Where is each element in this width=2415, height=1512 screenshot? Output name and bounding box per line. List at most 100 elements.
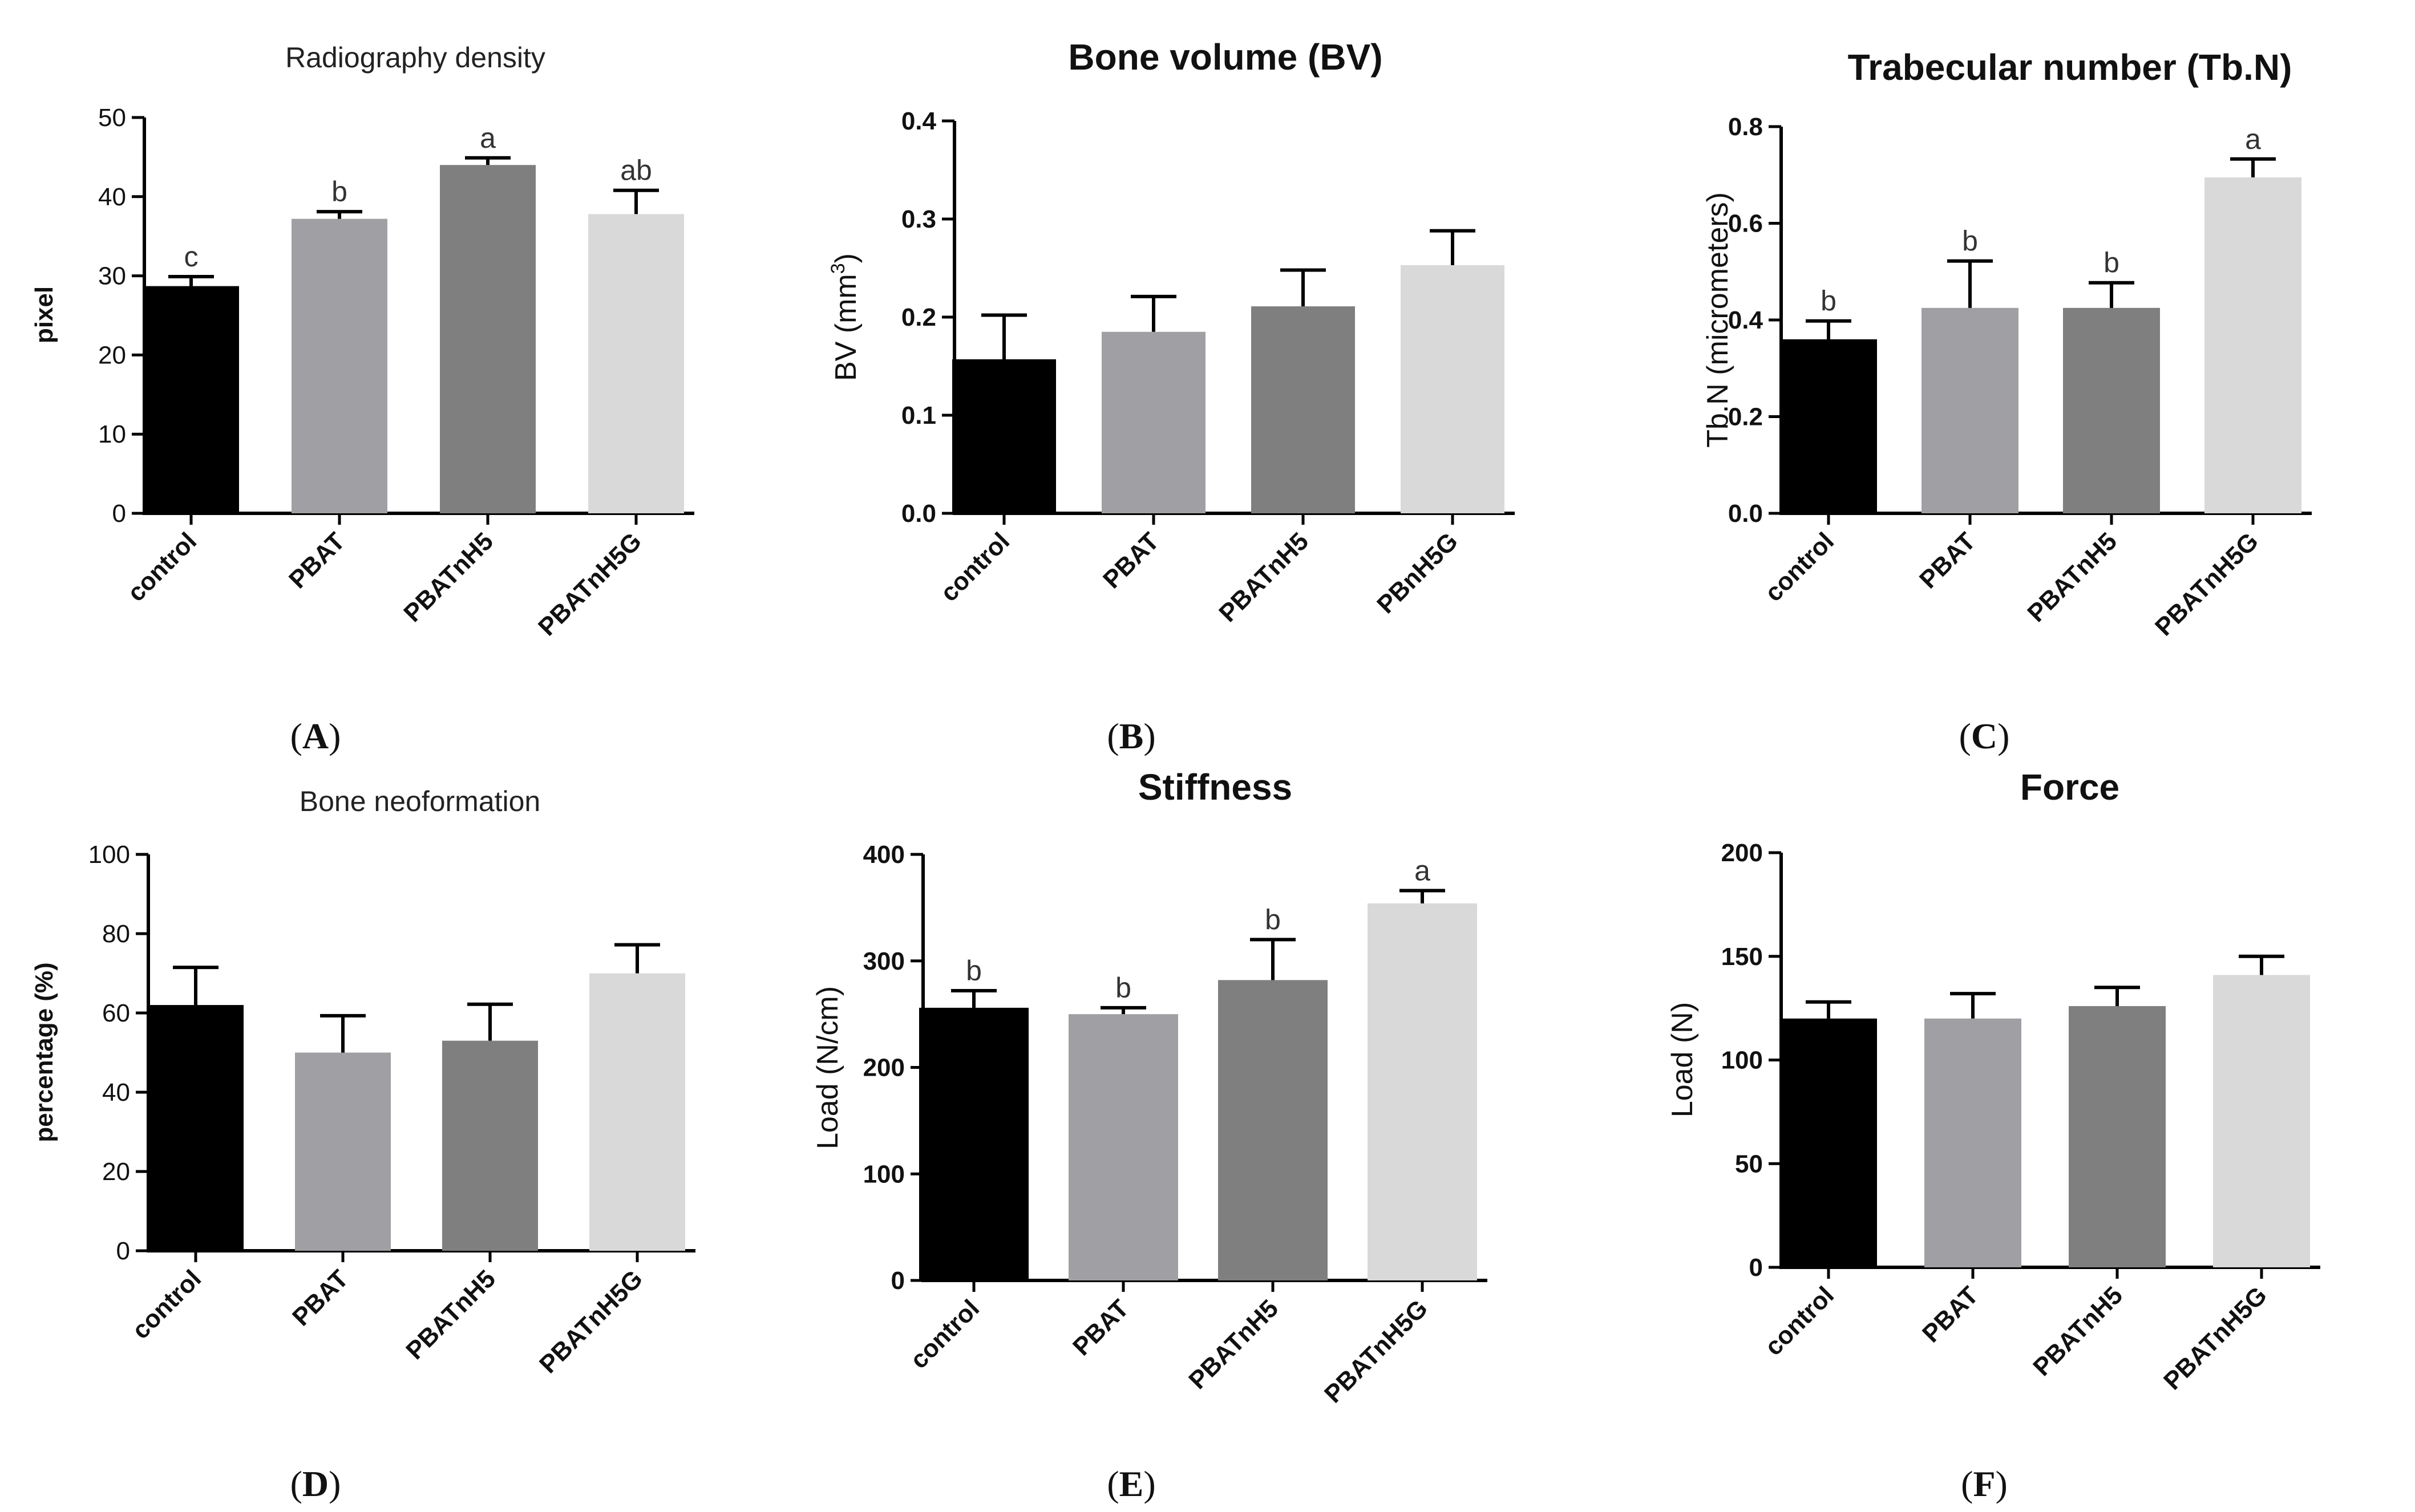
panel-label-close: ) [1997,716,2009,756]
panel-label: (A) [290,716,341,756]
y-tick-label: 20 [98,341,126,369]
bar-pbatnh5g [588,214,684,513]
y-tick-label: 0.4 [1728,306,1763,334]
y-axis-label: pixel [30,286,58,343]
y-tick-label: 30 [98,262,126,290]
panel-label-close: ) [329,1464,341,1504]
panel-label-close: ) [1143,716,1155,756]
chart-title: Stiffness [1138,767,1292,808]
y-tick-label: 0.1 [901,402,936,429]
y-tick-label: 0 [116,1237,130,1265]
panel-label: (E) [1107,1464,1155,1504]
bar-control [1780,339,1877,513]
panel-label-letter: F [1973,1464,1995,1504]
bar-control [919,1007,1029,1280]
panel-label-open: ( [1107,716,1119,756]
y-axis-label: percentage (%) [30,962,58,1142]
y-tick-label: 40 [102,1079,130,1106]
y-tick-label: 300 [863,947,905,975]
y-tick-label: 200 [863,1054,905,1082]
panel-label-letter: A [302,716,329,756]
bar-pbatnh5 [2063,307,2160,513]
y-tick-label: 200 [1721,839,1763,867]
y-axis-label: Load (N/cm) [811,986,844,1149]
bar-pbatnh5g [2204,177,2301,513]
panel-label-letter: E [1119,1464,1144,1504]
bar-pbatnh5g [589,973,685,1251]
panel-label: (C) [1959,716,2010,756]
significance-letter: b [1115,972,1131,1004]
panel-label: (F) [1961,1464,2008,1504]
panel-label-open: ( [1107,1464,1119,1504]
panel-label-close: ) [1996,1464,2008,1504]
y-axis-label-superscript: 3 [827,263,849,274]
chart-title: Force [2020,767,2119,808]
bar-control [143,286,239,513]
significance-letter: a [2245,123,2261,155]
bar-pbatnh5g [2213,975,2310,1267]
y-tick-label: 0.0 [1728,500,1763,528]
panel-label-open: ( [1961,1464,1973,1504]
y-tick-label: 0 [112,500,126,528]
bar-pbat [295,1052,391,1251]
y-tick-label: 100 [1721,1047,1763,1075]
y-tick-label: 100 [88,841,130,869]
panel-label-open: ( [290,1464,302,1504]
y-tick-label: 60 [102,999,130,1027]
y-tick-label: 10 [98,420,126,448]
panel-label-close: ) [329,716,341,756]
y-tick-label: 0.2 [1728,403,1763,431]
bar-control [952,359,1056,513]
bar-pbat [292,218,387,513]
significance-letter: a [480,122,496,154]
y-tick-label: 0.6 [1728,210,1763,238]
y-tick-label: 50 [98,104,126,132]
y-axis-label: Tb.N (micrometers) [1701,192,1734,448]
bar-pbatnh5 [1218,980,1328,1280]
y-axis-label-end: ) [830,253,863,263]
y-axis-label: BV (mm3) [827,253,863,381]
significance-letter: b [1962,225,1978,257]
y-tick-label: 0.3 [901,205,936,233]
significance-letter: b [2103,247,2119,279]
y-tick-label: 0.8 [1728,113,1763,141]
bar-pbatnh5 [1251,306,1355,513]
significance-letter: c [184,241,199,273]
significance-letter: b [331,176,347,208]
bar-pbatnh5g [1368,903,1477,1280]
y-axis-label-main: BV (mm [830,274,863,381]
bar-control [148,1005,244,1251]
chart-title: Bone neoformation [300,785,541,817]
bar-pbnh5g [1401,265,1504,513]
y-tick-label: 150 [1721,943,1763,971]
bar-pbatnh5 [2069,1006,2166,1267]
bar-pbatnh5 [442,1040,538,1251]
y-tick-label: 0 [891,1267,905,1295]
chart-panel-b: Bone volume (BV)BV (mm3)0.00.10.20.30.4c… [827,37,1515,756]
panel-label: (D) [290,1464,341,1504]
y-tick-label: 0.2 [901,303,936,331]
significance-letter: ab [620,155,652,187]
bar-pbat [1069,1014,1178,1280]
chart-title: Radiography density [285,42,545,74]
significance-letter: b [1265,903,1281,935]
chart-title: Bone volume (BV) [1068,37,1382,78]
significance-letter: b [966,955,982,987]
y-tick-label: 0.0 [901,500,936,528]
y-tick-label: 100 [863,1160,905,1188]
bar-control [1780,1018,1877,1267]
chart-title: Trabecular number (Tb.N) [1848,47,2292,88]
y-tick-label: 400 [863,841,905,869]
bar-pbat [1102,331,1206,513]
panel-label-close: ) [1143,1464,1155,1504]
y-tick-label: 0.4 [901,107,937,135]
bar-pbatnh5 [440,165,536,513]
significance-letter: b [1821,285,1836,317]
significance-letter: a [1414,854,1430,886]
panel-label: (B) [1107,716,1155,756]
y-tick-label: 0 [1749,1254,1763,1282]
bar-pbat [1922,307,2018,513]
panel-label-letter: B [1119,716,1144,756]
